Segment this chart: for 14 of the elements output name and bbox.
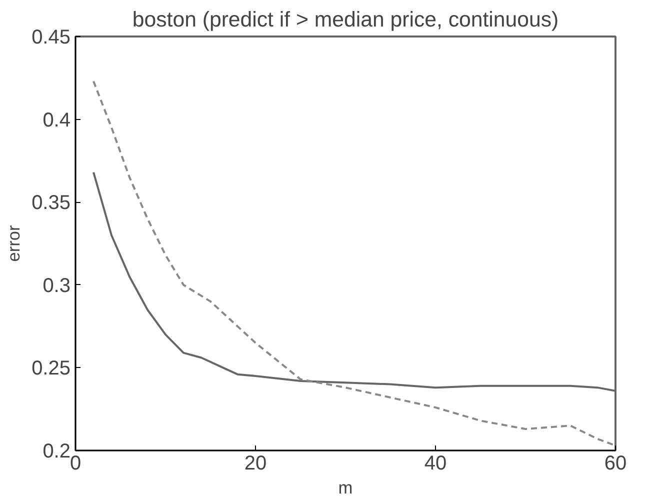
- x-tick-label: 0: [70, 452, 82, 474]
- line-series: [92, 80, 616, 447]
- y-tick-label: 0.4: [42, 109, 71, 132]
- x-tick-label: 20: [244, 452, 267, 474]
- y-tick-label: 0.2: [42, 440, 71, 462]
- y-tick-label: 0.45: [32, 26, 71, 48]
- x-tick-label: 60: [604, 452, 627, 474]
- x-tick-label: 40: [424, 452, 447, 474]
- y-tick-label: 0.3: [42, 274, 71, 297]
- chart-title: boston (predict if > median price, continuous): [132, 8, 559, 32]
- y-axis-title: error: [4, 224, 24, 262]
- y-tick-label: 0.35: [32, 192, 71, 214]
- x-axis-title: m: [338, 478, 353, 498]
- y-tick-label: 0.25: [32, 358, 71, 380]
